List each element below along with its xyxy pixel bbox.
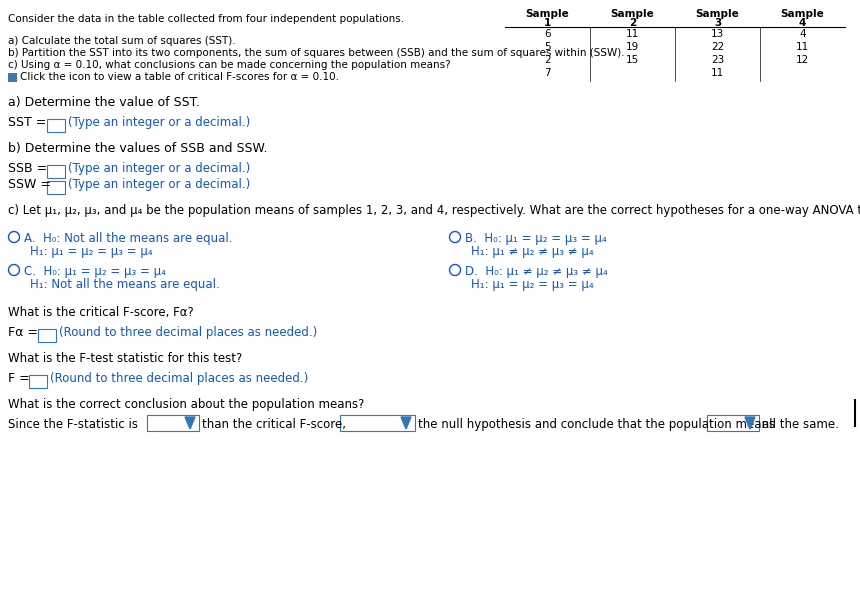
Text: (Type an integer or a decimal.): (Type an integer or a decimal.)	[68, 116, 250, 129]
Polygon shape	[401, 417, 411, 429]
Text: a) Calculate the total sum of squares (SST).: a) Calculate the total sum of squares (S…	[8, 36, 236, 46]
Text: SSB =: SSB =	[8, 162, 47, 175]
Text: 1: 1	[544, 18, 551, 28]
Text: H₁: μ₁ = μ₂ = μ₃ = μ₄: H₁: μ₁ = μ₂ = μ₃ = μ₄	[30, 245, 152, 258]
FancyBboxPatch shape	[47, 165, 65, 178]
Text: b) Partition the SST into its two components, the sum of squares between (SSB) a: b) Partition the SST into its two compon…	[8, 48, 624, 58]
Text: Consider the data in the table collected from four independent populations.: Consider the data in the table collected…	[8, 14, 404, 24]
Text: H₁: μ₁ = μ₂ = μ₃ = μ₄: H₁: μ₁ = μ₂ = μ₃ = μ₄	[471, 278, 593, 291]
Text: 3: 3	[714, 18, 722, 28]
Text: Sample: Sample	[525, 9, 569, 19]
Text: Sample: Sample	[611, 9, 654, 19]
Text: 11: 11	[626, 29, 639, 39]
Text: 4: 4	[799, 18, 806, 28]
FancyBboxPatch shape	[29, 375, 47, 388]
Text: 13: 13	[711, 29, 724, 39]
Text: 11: 11	[796, 42, 809, 52]
Text: Click the icon to view a table of critical F-scores for α = 0.10.: Click the icon to view a table of critic…	[20, 72, 339, 82]
Text: What is the F-test statistic for this test?: What is the F-test statistic for this te…	[8, 352, 243, 365]
Text: 4: 4	[799, 29, 806, 39]
Text: (Type an integer or a decimal.): (Type an integer or a decimal.)	[68, 162, 250, 175]
FancyBboxPatch shape	[8, 73, 17, 82]
Text: than the critical F-score,: than the critical F-score,	[202, 418, 346, 431]
Text: Sample: Sample	[781, 9, 825, 19]
Text: Since the F-statistic is: Since the F-statistic is	[8, 418, 138, 431]
Text: the null hypothesis and conclude that the population means: the null hypothesis and conclude that th…	[418, 418, 775, 431]
Text: C.  H₀: μ₁ = μ₂ = μ₃ = μ₄: C. H₀: μ₁ = μ₂ = μ₃ = μ₄	[24, 265, 166, 278]
Text: What is the correct conclusion about the population means?: What is the correct conclusion about the…	[8, 398, 365, 411]
Text: What is the critical F-score, Fα?: What is the critical F-score, Fα?	[8, 306, 194, 319]
Text: (Round to three decimal places as needed.): (Round to three decimal places as needed…	[50, 372, 308, 385]
Text: F =: F =	[8, 372, 30, 385]
Text: 2: 2	[544, 55, 550, 65]
Polygon shape	[185, 417, 195, 429]
FancyBboxPatch shape	[47, 181, 65, 194]
FancyBboxPatch shape	[47, 119, 65, 132]
Text: c) Using α = 0.10, what conclusions can be made concerning the population means?: c) Using α = 0.10, what conclusions can …	[8, 60, 451, 70]
Text: c) Let μ₁, μ₂, μ₃, and μ₄ be the population means of samples 1, 2, 3, and 4, res: c) Let μ₁, μ₂, μ₃, and μ₄ be the populat…	[8, 204, 860, 217]
Text: A.  H₀: Not all the means are equal.: A. H₀: Not all the means are equal.	[24, 232, 232, 245]
Text: D.  H₀: μ₁ ≠ μ₂ ≠ μ₃ ≠ μ₄: D. H₀: μ₁ ≠ μ₂ ≠ μ₃ ≠ μ₄	[465, 265, 608, 278]
Text: 19: 19	[626, 42, 639, 52]
Text: 2: 2	[629, 18, 636, 28]
Text: 23: 23	[711, 55, 724, 65]
FancyBboxPatch shape	[147, 415, 199, 431]
Text: 22: 22	[711, 42, 724, 52]
FancyBboxPatch shape	[38, 329, 56, 342]
Text: 15: 15	[626, 55, 639, 65]
Text: SST =: SST =	[8, 116, 46, 129]
Text: Fα =: Fα =	[8, 326, 38, 339]
Text: 11: 11	[711, 68, 724, 78]
Text: 12: 12	[796, 55, 809, 65]
Polygon shape	[745, 417, 755, 429]
Text: 6: 6	[544, 29, 550, 39]
Text: SSW =: SSW =	[8, 178, 51, 191]
Text: 7: 7	[544, 68, 550, 78]
Text: all the same.: all the same.	[762, 418, 838, 431]
Text: H₁: Not all the means are equal.: H₁: Not all the means are equal.	[30, 278, 220, 291]
Text: Sample: Sample	[696, 9, 740, 19]
FancyBboxPatch shape	[340, 415, 415, 431]
Text: B.  H₀: μ₁ = μ₂ = μ₃ = μ₄: B. H₀: μ₁ = μ₂ = μ₃ = μ₄	[465, 232, 607, 245]
Text: 5: 5	[544, 42, 550, 52]
Text: H₁: μ₁ ≠ μ₂ ≠ μ₃ ≠ μ₄: H₁: μ₁ ≠ μ₂ ≠ μ₃ ≠ μ₄	[471, 245, 593, 258]
Text: b) Determine the values of SSB and SSW.: b) Determine the values of SSB and SSW.	[8, 142, 267, 155]
Text: (Round to three decimal places as needed.): (Round to three decimal places as needed…	[59, 326, 317, 339]
Text: a) Determine the value of SST.: a) Determine the value of SST.	[8, 96, 200, 109]
Text: (Type an integer or a decimal.): (Type an integer or a decimal.)	[68, 178, 250, 191]
FancyBboxPatch shape	[707, 415, 759, 431]
